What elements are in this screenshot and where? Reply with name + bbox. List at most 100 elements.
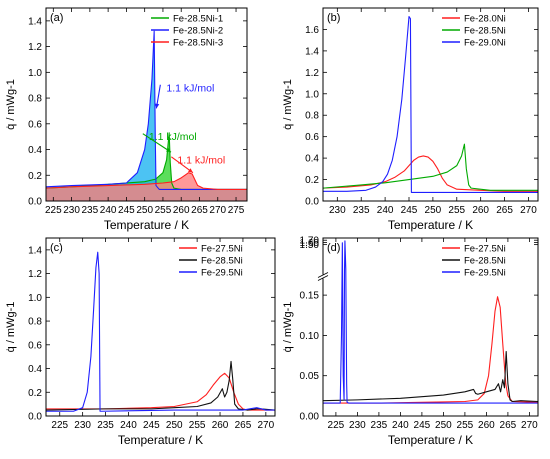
legend-label: Fe-29.5Ni: [464, 268, 506, 279]
legend-label: Fe-28.0Ni: [464, 14, 506, 25]
series-line-3: [323, 16, 538, 193]
y-tick-label: 0.8: [305, 111, 319, 122]
x-tick-label: 255: [155, 205, 172, 216]
y-tick-label: 0.6: [28, 119, 42, 130]
x-tick-label: 250: [166, 420, 183, 431]
x-tick-label: 230: [74, 420, 91, 431]
y-tick-label: 0.2: [28, 171, 42, 182]
y-tick-label: 1.2: [28, 269, 42, 280]
series-line-3: [46, 251, 275, 412]
x-axis-label: Temperature / K: [104, 218, 189, 232]
panel-label: (b): [327, 12, 340, 24]
y-tick-label: 0.2: [305, 175, 319, 186]
annotation-arrowhead: [166, 147, 171, 153]
annotation-label: 1.1 kJ/mol: [166, 82, 214, 94]
x-tick-label: 260: [173, 205, 190, 216]
x-tick-label: 260: [472, 205, 489, 216]
y-tick-label: 0.05: [300, 371, 320, 382]
x-tick-label: 265: [191, 205, 208, 216]
x-tick-label: 240: [392, 420, 409, 431]
x-tick-label: 240: [377, 205, 394, 216]
x-tick-label: 240: [100, 205, 117, 216]
x-tick-label: 245: [143, 420, 160, 431]
x-tick-label: 235: [97, 420, 114, 431]
x-tick-label: 250: [435, 420, 452, 431]
y-axis-label: q̇ / mWg-1: [5, 302, 17, 353]
x-tick-label: 235: [371, 420, 388, 431]
plot-frame: [322, 237, 539, 417]
y-tick-label: 0.8: [28, 94, 42, 105]
series-line-2: [323, 350, 538, 403]
x-tick-label: 225: [45, 205, 62, 216]
plot-frame: [322, 7, 539, 202]
plot-frame: [45, 237, 276, 417]
plot-area: [323, 16, 538, 193]
annotation-label: 1.1 kJ/mol: [177, 154, 225, 166]
y-axis-label: q̇ / mWg-1: [282, 302, 294, 353]
y-tick-label: 0.10: [300, 331, 320, 342]
y-tick-label: 0.4: [28, 145, 42, 156]
plot-area: [46, 30, 247, 201]
y-axis-label: q̇ / mWg-1: [282, 79, 294, 130]
x-tick-label: 260: [478, 420, 495, 431]
x-tick-label: 270: [209, 205, 226, 216]
legend-label: Fe-28.5Ni-3: [173, 38, 223, 49]
plot-frame: [45, 7, 248, 202]
annotation-label: 1.1 kJ/mol: [149, 131, 197, 143]
series-line-3: [323, 240, 538, 404]
series-line-1: [323, 296, 538, 404]
x-tick-label: 250: [425, 205, 442, 216]
y-tick-label: 1.4: [28, 16, 42, 27]
legend-label: Fe-28.5Ni-2: [173, 26, 223, 37]
panel-a: 225 230 235 240 245 250 255 260 265 270 275 0.0 0.2 0…: [5, 7, 248, 232]
legend-label: Fe-29.0Ni: [464, 38, 506, 49]
x-tick-label: 265: [496, 205, 513, 216]
x-tick-label: 245: [414, 420, 431, 431]
panel-b: 230 235 240 245 250 255 260 265 270 0.0 0.2 0.4 0.6 0…: [282, 7, 539, 232]
y-axis-label: q̇ / mWg-1: [5, 79, 17, 130]
series-line-2: [323, 143, 538, 191]
x-tick-label: 255: [189, 420, 206, 431]
series-line-1: [323, 155, 538, 192]
x-tick-label: 255: [448, 205, 465, 216]
panel-label: (a): [50, 12, 63, 24]
x-tick-label: 265: [500, 420, 517, 431]
legend-label: Fe-27.5Ni: [201, 244, 243, 255]
y-tick-label: 1.6: [305, 25, 319, 36]
legend-label: Fe-28.5Ni-1: [173, 14, 223, 25]
annotation-arrow: [142, 133, 172, 153]
x-tick-label: 230: [349, 420, 366, 431]
x-tick-label: 230: [63, 205, 80, 216]
legend-label: Fe-27.5Ni: [464, 244, 506, 255]
y-tick-label: 0.4: [305, 154, 319, 165]
series-line-3: [46, 172, 247, 190]
x-tick-label: 230: [329, 205, 346, 216]
series-line-2: [46, 30, 247, 190]
x-tick-label: 240: [120, 420, 137, 431]
legend-label: Fe-29.5Ni: [201, 268, 243, 279]
y-tick-label: 1.50: [300, 240, 320, 251]
x-tick-label: 260: [212, 420, 229, 431]
x-tick-label: 225: [328, 420, 345, 431]
y-tick-label: 0.0: [305, 197, 319, 208]
y-tick-label: 0.8: [28, 317, 42, 328]
plot-area: [323, 240, 538, 404]
y-tick-label: 0.6: [28, 340, 42, 351]
y-tick-label: 0.0: [28, 412, 42, 423]
annotation-arrowhead: [188, 168, 193, 173]
axis-break-mask: [317, 274, 329, 279]
x-tick-label: 270: [521, 420, 538, 431]
panel-c: 225 230 235 240 245 250 255 260 265 270 0.0 0.2 0.4 0…: [5, 237, 276, 447]
x-axis-label: Temperature / K: [388, 433, 473, 447]
axis-break-mark: [317, 275, 329, 281]
x-tick-label: 270: [520, 205, 537, 216]
x-axis-label: Temperature / K: [118, 433, 203, 447]
y-tick-label: 0.0: [28, 197, 42, 208]
x-tick-label: 235: [353, 205, 370, 216]
y-tick-label: 0.4: [28, 364, 42, 375]
series-line-1: [46, 372, 275, 411]
x-tick-label: 225: [51, 420, 68, 431]
y-tick-label: 1.2: [28, 42, 42, 53]
series-area-2: [46, 31, 247, 201]
